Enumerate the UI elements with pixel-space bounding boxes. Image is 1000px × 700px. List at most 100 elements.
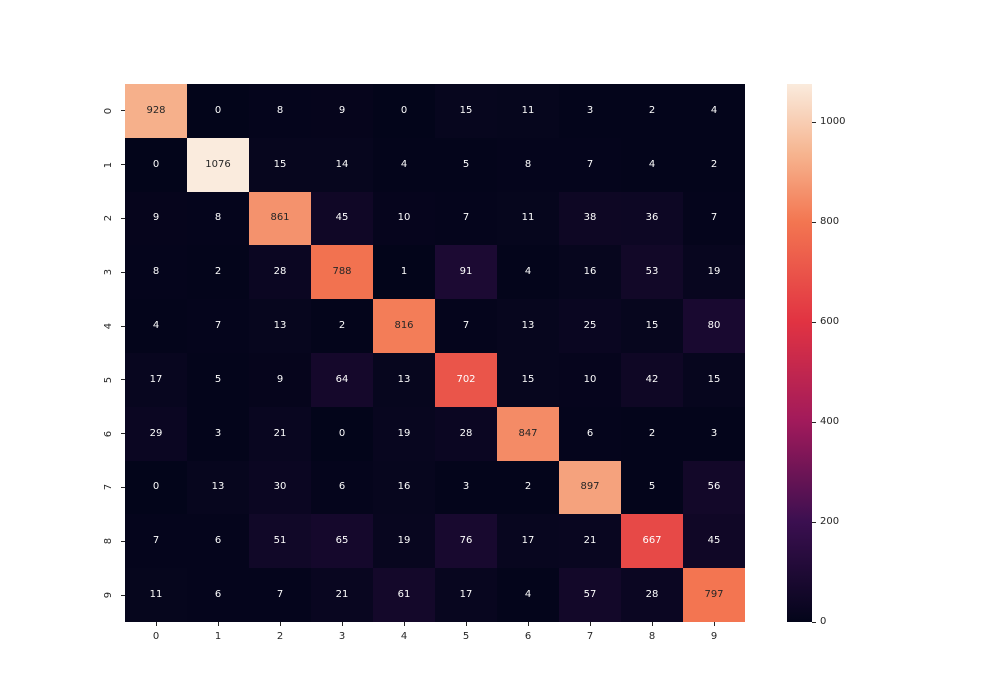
heatmap-cell: 847 (497, 406, 559, 461)
heatmap-cell: 6 (187, 568, 249, 622)
heatmap-cell: 2 (311, 299, 373, 353)
heatmap-cell: 5 (187, 352, 249, 407)
axis-tick-mark (403, 622, 405, 626)
heatmap-cell: 28 (249, 245, 311, 300)
heatmap-cell: 7 (435, 191, 497, 246)
heatmap-cell: 38 (559, 191, 621, 246)
heatmap-cell: 42 (621, 352, 683, 407)
heatmap-cell: 2 (187, 245, 249, 300)
axis-tick-mark (527, 622, 529, 626)
heatmap-cell: 5 (621, 460, 683, 515)
heatmap-cell: 3 (187, 406, 249, 461)
x-axis-tick-labels: 0 1 2 3 4 5 6 7 8 9 (125, 630, 745, 644)
heatmap-cell: 15 (497, 352, 559, 407)
heatmap-cell: 15 (435, 84, 497, 138)
x-axis-tick-label: 6 (524, 631, 532, 642)
heatmap-cell: 29 (125, 406, 187, 461)
colorbar-gradient (787, 84, 812, 622)
x-axis-tick-label: 1 (214, 631, 222, 642)
axis-tick-mark (589, 622, 591, 626)
axis-tick-mark (121, 164, 125, 166)
heatmap-cell: 788 (311, 245, 373, 300)
heatmap-cell: 15 (249, 137, 311, 192)
heatmap-cell: 4 (497, 568, 559, 622)
heatmap-cell: 11 (125, 568, 187, 622)
heatmap-cell: 797 (683, 568, 745, 622)
heatmap-cell: 51 (249, 514, 311, 569)
heatmap-cell: 19 (373, 514, 435, 569)
heatmap-cell: 667 (621, 514, 683, 569)
heatmap-cell: 53 (621, 245, 683, 300)
heatmap-cell: 2 (683, 137, 745, 192)
heatmap-cell: 21 (559, 514, 621, 569)
heatmap-cell: 19 (373, 406, 435, 461)
x-axis-tick-label: 8 (648, 631, 656, 642)
y-axis-tick-label: 0 (103, 107, 114, 115)
heatmap-cell: 2 (621, 84, 683, 138)
axis-tick-mark (812, 621, 816, 623)
colorbar-tick-label: 800 (820, 216, 840, 227)
axis-tick-mark (121, 325, 125, 327)
colorbar-tick-label: 0 (820, 616, 827, 627)
x-axis-tick-label: 3 (338, 631, 346, 642)
heatmap-cell: 15 (683, 352, 745, 407)
heatmap-cell: 13 (187, 460, 249, 515)
heatmap-cell: 3 (683, 406, 745, 461)
heatmap-cell: 4 (497, 245, 559, 300)
heatmap-cell: 816 (373, 299, 435, 353)
heatmap-cell: 17 (435, 568, 497, 622)
heatmap-cell: 8 (497, 137, 559, 192)
heatmap-cell: 5 (435, 137, 497, 192)
heatmap-cell: 861 (249, 191, 311, 246)
heatmap-cell: 61 (373, 568, 435, 622)
heatmap-cell: 2 (621, 406, 683, 461)
colorbar-tick-label: 600 (820, 316, 840, 327)
heatmap-cell: 25 (559, 299, 621, 353)
axis-tick-mark (812, 421, 816, 423)
heatmap-cell: 14 (311, 137, 373, 192)
axis-tick-mark (279, 622, 281, 626)
heatmap-cell: 65 (311, 514, 373, 569)
heatmap-cell: 15 (621, 299, 683, 353)
heatmap-cell: 0 (373, 84, 435, 138)
heatmap-cell: 9 (125, 191, 187, 246)
heatmap-cell: 21 (249, 406, 311, 461)
y-axis-tick-label: 7 (103, 484, 114, 491)
heatmap-cell: 80 (683, 299, 745, 353)
axis-tick-mark (713, 622, 715, 626)
axis-tick-mark (812, 121, 816, 123)
x-axis-tick-label: 2 (276, 631, 284, 642)
heatmap-cell: 10 (559, 352, 621, 407)
x-axis-tick-label: 9 (710, 631, 718, 642)
heatmap-cell: 28 (435, 406, 497, 461)
heatmap-cell: 7 (435, 299, 497, 353)
heatmap-cell: 0 (125, 137, 187, 192)
y-axis-tick-label: 5 (103, 376, 114, 384)
heatmap-cell: 28 (621, 568, 683, 622)
heatmap-cell: 13 (373, 352, 435, 407)
heatmap-cell: 11 (497, 191, 559, 246)
axis-tick-mark (121, 540, 125, 542)
heatmap-cell: 45 (683, 514, 745, 569)
heatmap-cell: 2 (497, 460, 559, 515)
heatmap-cell: 11 (497, 84, 559, 138)
colorbar-tick-label: 200 (820, 516, 840, 527)
heatmap-cell: 57 (559, 568, 621, 622)
x-axis-tick-label: 7 (586, 631, 594, 642)
heatmap-cell: 3 (559, 84, 621, 138)
x-axis-tick-label: 4 (400, 631, 408, 642)
colorbar-tick-label: 1000 (820, 116, 846, 127)
heatmap-cell: 6 (187, 514, 249, 569)
heatmap-cell: 21 (311, 568, 373, 622)
y-axis-tick-label: 3 (103, 269, 114, 276)
heatmap-cell: 6 (311, 460, 373, 515)
axis-tick-mark (812, 321, 816, 323)
heatmap-cell: 7 (249, 568, 311, 622)
y-axis-tick-label: 4 (103, 322, 114, 330)
heatmap-cell: 8 (187, 191, 249, 246)
axis-tick-mark (812, 521, 816, 523)
heatmap-cell: 64 (311, 352, 373, 407)
heatmap-cell: 10 (373, 191, 435, 246)
heatmap-cell: 30 (249, 460, 311, 515)
